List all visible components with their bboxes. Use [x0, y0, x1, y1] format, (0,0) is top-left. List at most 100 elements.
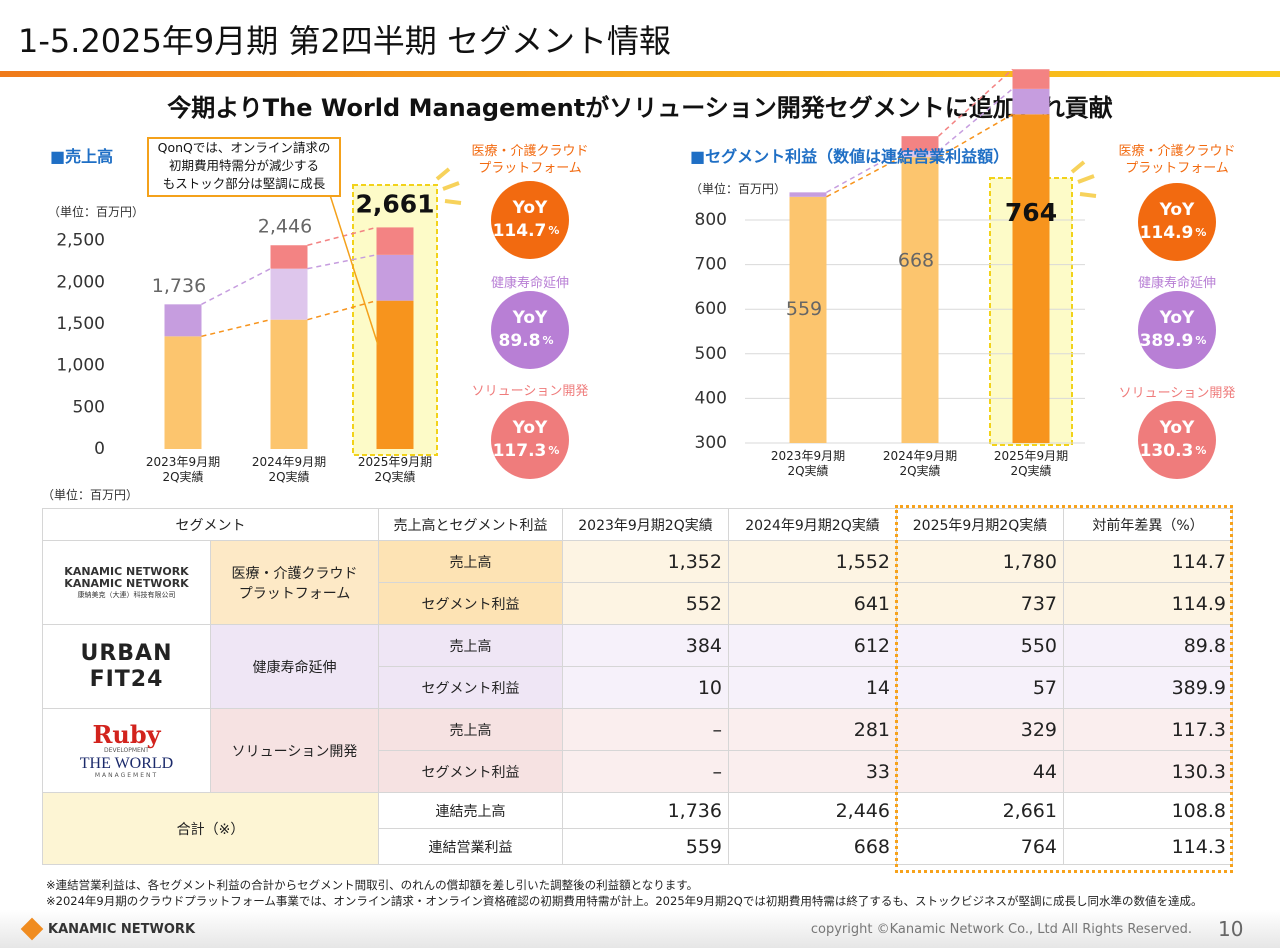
logo-text: THE WORLD — [79, 755, 174, 773]
yoy-value: 117.3% — [493, 441, 560, 461]
header-cell: セグメント — [42, 508, 379, 541]
logo-cell: Ruby DEVELOPMENT THE WORLD MANAGEMENT — [42, 708, 211, 793]
value-cell: 130.3 — [1063, 750, 1233, 793]
segment-label: ソリューション開発 — [1118, 386, 1236, 401]
value-cell: 2,446 — [728, 792, 897, 829]
yoy-label: YoY — [1159, 200, 1195, 220]
yoy-badge — [1138, 183, 1216, 261]
header-row: セグメント 売上高とセグメント利益 2023年9月期2Q実績 2024年9月期2Q実績… — [42, 508, 1233, 541]
x-tick-label: 2025年9月期 2Q実績 — [357, 455, 433, 484]
y-tick-label: 500 — [73, 397, 105, 417]
note: ※2024年9月期のクラウドプラットフォーム事業では、オンライン請求・オンライン… — [46, 894, 1203, 908]
footer-band — [0, 910, 1280, 948]
charts: 0 500 1,000 1,500 2,000 2,500 1,736 2,446 2,661 Y… — [56, 68, 1216, 479]
y-tick-label: 1,500 — [56, 314, 105, 334]
value-cell: 612 — [728, 624, 897, 667]
highlight-box — [895, 505, 1233, 873]
y-tick-label: 800 — [695, 210, 727, 230]
metric-cell: 連結売上高 — [378, 792, 563, 829]
value-cell: 329 — [896, 708, 1064, 751]
value-cell: 764 — [896, 828, 1064, 865]
table-row: セグメント利益 552 641 737 114.9 — [43, 582, 1233, 625]
bar-segment — [270, 268, 308, 320]
total-label: 764 — [1005, 198, 1057, 227]
bar-segment — [164, 336, 202, 449]
value-cell: 1,736 — [562, 792, 729, 829]
bar-segment — [376, 300, 414, 449]
logo-text: MANAGEMENT — [94, 772, 159, 780]
value-cell: – — [562, 708, 729, 751]
yoy-label: YoY — [512, 308, 548, 328]
bar-segment — [1012, 69, 1050, 89]
bar-segment — [164, 304, 202, 337]
yoy-number: 389.9 — [1140, 331, 1194, 351]
value-cell: 108.8 — [1063, 792, 1233, 829]
value-cell: 668 — [728, 828, 897, 865]
value-cell: 10 — [562, 666, 729, 709]
y-tick-label: 0 — [94, 439, 105, 459]
segment-label: ソリューション開発 — [471, 384, 589, 399]
trend-dash — [307, 226, 377, 246]
yoy-unit: % — [542, 334, 553, 347]
trend-dash — [201, 318, 271, 338]
yoy-badge — [491, 401, 569, 479]
yoy-label: YoY — [512, 418, 548, 438]
total-label-cell: 合計（※） — [42, 792, 379, 865]
yoy-unit: % — [1195, 334, 1206, 347]
bar-segment — [1012, 114, 1050, 443]
segment-table: セグメント 売上高とセグメント利益 2023年9月期2Q実績 2024年9月期2Q実績… — [42, 508, 1233, 865]
segment-cell: 医療・介護クラウド プラットフォーム — [210, 540, 379, 625]
total-label: 1,736 — [152, 275, 206, 297]
bar-segment — [376, 254, 414, 301]
trend-dash — [201, 268, 271, 305]
bar-segment — [789, 192, 827, 197]
bar-segment — [789, 196, 827, 443]
table-row: KANAMIC NETWORK KANAMIC NETWORK 康納美克（大連）科技… — [42, 540, 1233, 625]
yoy-label: YoY — [1159, 308, 1195, 328]
total-label: 2,446 — [258, 216, 312, 238]
logo-text: KANAMIC NETWORK — [64, 577, 189, 591]
subtitle: 今期よりThe World Managementがソリューション開発セグメントに… — [167, 94, 1113, 122]
yoy-number: 114.7 — [493, 221, 547, 241]
header-cell: 2023年9月期2Q実績 — [562, 508, 729, 541]
metric-cell: 連結営業利益 — [378, 828, 563, 865]
yoy-badge — [491, 291, 569, 369]
value-cell: 114.7 — [1063, 540, 1233, 583]
value-cell: 33 — [728, 750, 897, 793]
metric-cell: 売上高 — [378, 624, 563, 667]
value-cell: 44 — [896, 750, 1064, 793]
bar-segment — [901, 136, 939, 151]
segment-cell: ソリューション開発 — [210, 708, 379, 793]
value-cell: 389.9 — [1063, 666, 1233, 709]
yoy-value: 389.9% — [1140, 331, 1207, 351]
x-tick-label: 2024年9月期 2Q実績 — [882, 449, 958, 478]
yoy-unit: % — [548, 444, 559, 457]
annotation-pointer — [329, 194, 379, 346]
logo-cell: KANAMIC NETWORK KANAMIC NETWORK 康納美克（大連）科技… — [42, 540, 211, 625]
trend-dash — [937, 68, 1014, 137]
metric-cell: セグメント利益 — [378, 666, 563, 709]
trend-dash — [307, 299, 377, 321]
x-tick-label: 2025年9月期 2Q実績 — [993, 449, 1069, 478]
x-tick-label: 2024年9月期 2Q実績 — [251, 455, 327, 484]
segment-cell: 健康寿命延伸 — [210, 624, 379, 709]
value-cell: 114.3 — [1063, 828, 1233, 865]
yoy-unit: % — [1195, 226, 1206, 239]
total-label: 559 — [786, 298, 822, 320]
value-cell: 559 — [562, 828, 729, 865]
header-cell: 2025年9月期2Q実績 — [896, 508, 1064, 541]
metric-cell: セグメント利益 — [378, 582, 563, 625]
value-cell: 552 — [562, 582, 729, 625]
segment-label: 健康寿命延伸 — [1137, 276, 1216, 291]
value-cell: 641 — [728, 582, 897, 625]
header-cell: 対前年差異（%） — [1063, 508, 1233, 541]
value-cell: 57 — [896, 666, 1064, 709]
trend-dash — [307, 254, 377, 270]
metric-cell: セグメント利益 — [378, 750, 563, 793]
yoy-number: 114.9 — [1140, 223, 1194, 243]
metric-cell: 売上高 — [378, 708, 563, 751]
burst — [442, 181, 460, 191]
value-cell: 114.9 — [1063, 582, 1233, 625]
burst — [435, 167, 451, 181]
bar-segment — [901, 150, 939, 158]
